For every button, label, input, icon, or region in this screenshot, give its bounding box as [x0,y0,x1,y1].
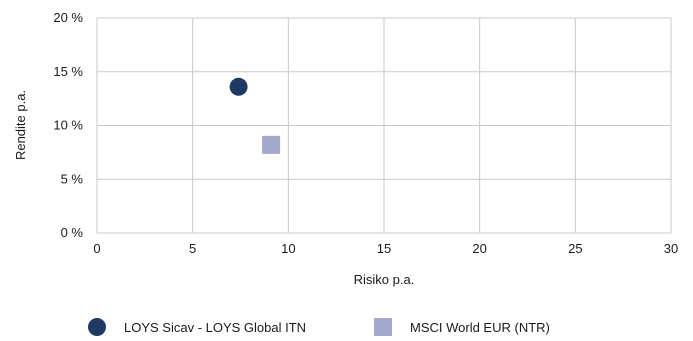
legend: LOYS Sicav - LOYS Global ITN MSCI World E… [88,318,550,336]
x-axis-ticks: 0 5 10 15 20 25 30 [93,241,678,256]
legend-marker-square [374,318,392,336]
grid [96,17,672,234]
x-tick-label: 25 [568,241,582,256]
y-tick-label: 10 % [53,118,83,133]
x-tick-label: 0 [93,241,100,256]
y-tick-label: 15 % [53,64,83,79]
data-point-loys [229,77,248,96]
legend-label: LOYS Sicav - LOYS Global ITN [124,320,306,335]
legend-label: MSCI World EUR (NTR) [410,320,550,335]
x-tick-label: 30 [664,241,678,256]
legend-marker-circle [88,318,106,336]
y-tick-label: 20 % [53,10,83,25]
x-tick-label: 10 [281,241,295,256]
y-axis-title: Rendite p.a. [13,90,28,160]
x-axis-title: Risiko p.a. [354,272,415,287]
data-point-msci [262,135,281,154]
x-tick-label: 5 [189,241,196,256]
x-tick-label: 20 [472,241,486,256]
y-axis-ticks: 0 % 5 % 10 % 15 % 20 % [53,10,83,240]
data-points [229,77,281,154]
x-tick-label: 15 [377,241,391,256]
y-tick-label: 5 % [61,171,84,186]
y-tick-label: 0 % [61,225,84,240]
